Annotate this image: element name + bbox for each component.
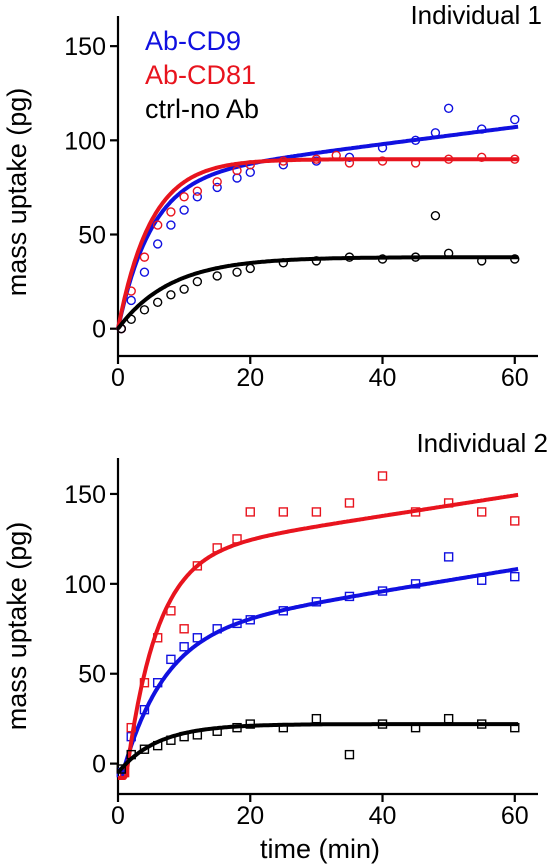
data-point — [510, 114, 520, 125]
data-point — [212, 271, 222, 281]
data-point — [192, 561, 203, 571]
x-tick-label: 40 — [369, 802, 397, 830]
data-point — [510, 516, 520, 526]
data-point — [344, 749, 355, 760]
fit-line — [117, 492, 519, 780]
legend-entry-ab-cd81: Ab-CD81 — [145, 60, 256, 90]
x-tick-label: 0 — [111, 364, 125, 392]
legend: Ab-CD9 Ab-CD81 ctrl-no Ab — [145, 26, 259, 124]
data-point — [166, 207, 176, 217]
y-tick-label: 0 — [92, 316, 106, 344]
data-point — [212, 177, 222, 187]
legend-entry-ctrl-no-ab: ctrl-no Ab — [145, 94, 259, 124]
y-tick-label: 50 — [78, 222, 106, 250]
data-point — [443, 713, 454, 724]
panel-individual-1: Individual 1 mass uptake (pg) Ab-CD9 Ab-… — [2, 0, 542, 392]
data-point — [278, 507, 289, 517]
data-point — [152, 220, 163, 230]
data-point — [510, 571, 520, 582]
y-tick-label: 100 — [64, 571, 106, 599]
data-point — [311, 507, 322, 517]
y-tick-label: 50 — [78, 661, 106, 689]
series-ab-cd81 — [117, 471, 520, 780]
y-axis-title: mass uptake (pg) — [2, 88, 32, 297]
x-tick-label: 20 — [236, 802, 264, 830]
data-point — [179, 642, 189, 652]
fit-line — [116, 722, 519, 774]
data-point — [377, 471, 388, 481]
data-point — [192, 633, 203, 643]
data-point — [139, 252, 150, 262]
x-tick-label: 60 — [501, 364, 529, 392]
data-point — [232, 173, 242, 183]
data-point — [443, 552, 454, 562]
fit-line — [116, 157, 519, 330]
data-point — [166, 220, 176, 230]
series-ab-cd9 — [116, 103, 520, 334]
data-point — [126, 295, 136, 306]
data-point — [477, 507, 487, 517]
data-point — [245, 507, 255, 517]
y-tick-label: 150 — [64, 33, 106, 61]
axes: 0 50 100 150 0 20 40 60 — [64, 458, 538, 830]
x-axis-title: time (min) — [260, 834, 380, 864]
data-point — [232, 165, 242, 176]
data-point — [192, 186, 203, 196]
y-tick-label: 0 — [92, 751, 106, 779]
data-point — [152, 239, 163, 249]
data-point — [245, 167, 255, 178]
legend-entry-ab-cd9: Ab-CD9 — [145, 26, 241, 56]
panel-individual-2: Individual 2 mass uptake (pg) time (min)… — [2, 428, 548, 864]
fit-line — [116, 124, 519, 330]
series-ab-cd9 — [116, 552, 520, 780]
x-tick-label: 40 — [369, 364, 397, 392]
data-point — [179, 192, 189, 202]
data-point — [443, 103, 454, 114]
x-tick-label: 60 — [501, 802, 529, 830]
data-point — [166, 290, 176, 300]
data-point — [192, 192, 203, 202]
x-tick-label: 0 — [111, 802, 125, 830]
panel-title: Individual 2 — [416, 428, 548, 458]
fit-line — [117, 566, 519, 780]
data-point — [344, 498, 355, 508]
data-point — [192, 276, 203, 287]
series-ctrl-no-ab — [116, 210, 520, 334]
panel-title: Individual 1 — [410, 0, 542, 30]
data-point — [139, 267, 150, 277]
data-point — [139, 305, 150, 315]
axes: 0 50 100 150 0 20 40 60 — [64, 16, 538, 392]
data-point — [116, 764, 127, 774]
y-axis-title: mass uptake (pg) — [2, 522, 32, 731]
fit-line — [116, 255, 519, 330]
data-point — [311, 713, 322, 724]
x-tick-label: 20 — [236, 364, 264, 392]
y-tick-label: 100 — [64, 127, 106, 155]
data-point — [179, 284, 189, 294]
series-ctrl-no-ab — [116, 713, 520, 774]
data-point — [166, 654, 176, 665]
data-point — [430, 210, 441, 221]
series-ab-cd81 — [116, 150, 520, 334]
data-point — [232, 267, 242, 277]
data-point — [212, 182, 222, 193]
data-point — [477, 575, 487, 585]
data-point — [245, 263, 255, 274]
data-point — [179, 624, 189, 634]
data-point — [179, 205, 189, 215]
data-point — [152, 297, 163, 308]
y-tick-label: 150 — [64, 481, 106, 509]
